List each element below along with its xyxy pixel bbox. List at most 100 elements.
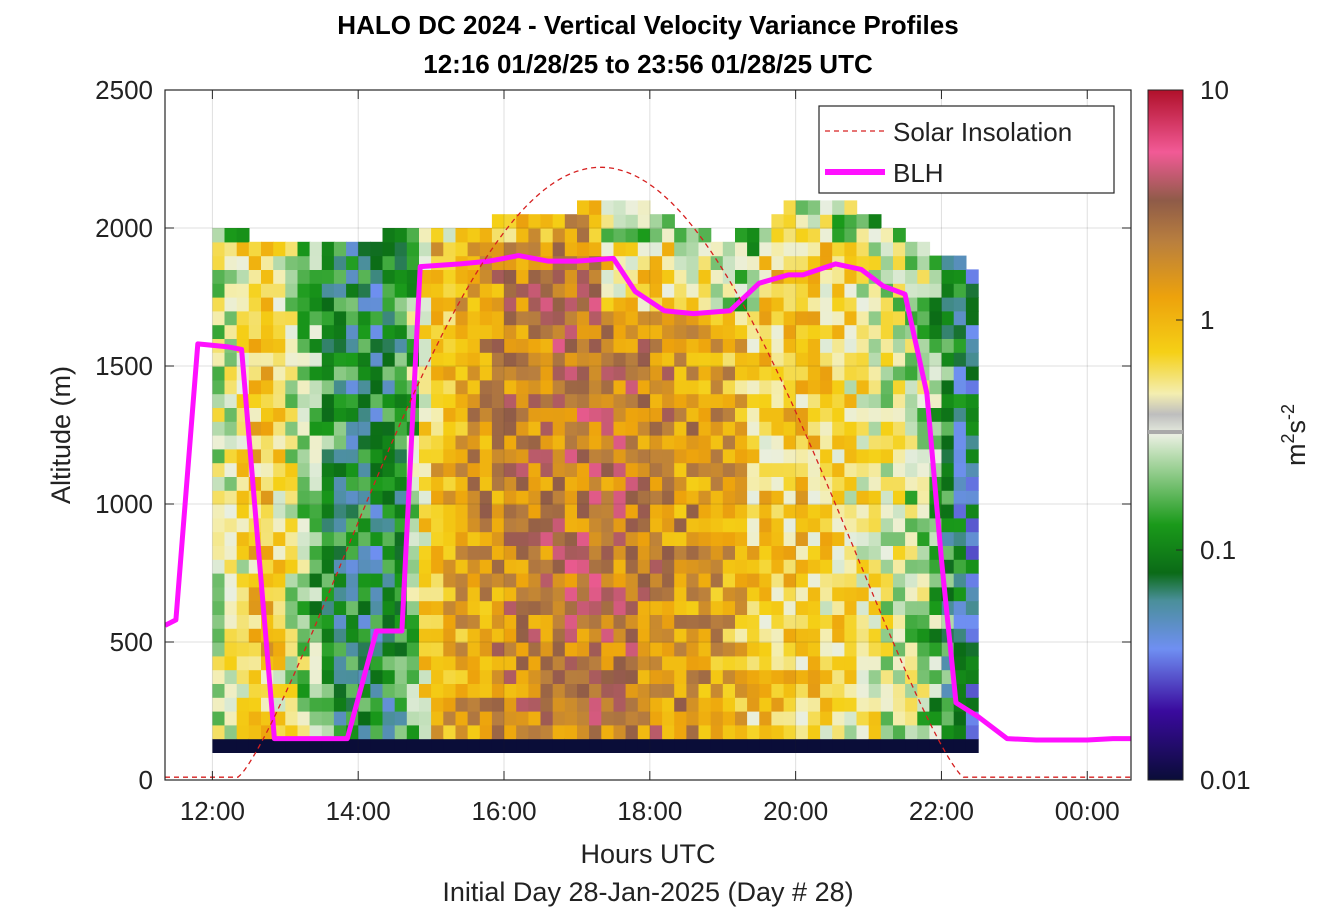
heatmap-cell [710,490,724,505]
heatmap-cell [601,711,615,726]
heatmap-cell [297,504,311,519]
heatmap-cell [419,476,432,491]
heatmap-cell [953,531,967,546]
heatmap-cell [516,586,529,602]
heatmap-cell [224,435,238,450]
heatmap-cell [212,269,226,284]
heatmap-cell [759,614,773,629]
heatmap-cell [346,573,359,588]
heatmap-cell [832,462,845,477]
heatmap-cell [686,600,700,615]
heatmap-cell [601,310,615,326]
heatmap-cell [212,669,226,684]
heatmap-cell [382,711,396,726]
heatmap-cell [953,642,967,657]
heatmap-cell [880,255,894,270]
heatmap-cell [564,655,578,671]
y-axis-label: Altitude (m) [46,366,76,504]
heatmap-cell [929,738,943,753]
heatmap-cell [309,711,323,726]
heatmap-cell [540,738,554,753]
heatmap-cell [370,255,384,270]
heatmap-cell [297,683,311,698]
heatmap-cell [346,338,359,353]
heatmap-cell [285,310,299,326]
heatmap-cell [528,490,542,505]
heatmap-cell [333,324,347,339]
heatmap-cell [795,683,809,698]
heatmap-cell [662,393,675,408]
heatmap-cell [491,545,505,560]
heatmap-cell [273,324,286,339]
heatmap-cell [710,352,724,367]
heatmap-cell [467,310,481,326]
heatmap-cell [443,628,457,643]
heatmap-cell [783,338,797,353]
heatmap-cell [759,655,773,671]
heatmap-cell [783,393,797,408]
heatmap-cell [589,711,602,726]
heatmap-cell [674,517,687,533]
heatmap-cell [807,628,821,643]
heatmap-cell [224,531,238,546]
heatmap-cell [844,448,858,464]
heatmap-cell [965,310,979,326]
heatmap-cell [601,504,615,519]
heatmap-cell [844,297,858,312]
heatmap-cell [929,310,943,326]
heatmap-cell [674,504,687,519]
heatmap-cell [455,407,469,422]
heatmap-cell [674,352,687,367]
heatmap-cell [747,614,760,629]
heatmap-cell [807,297,821,312]
heatmap-cell [431,614,444,629]
heatmap-cell [698,338,712,353]
heatmap-cell [564,310,578,326]
heatmap-cell [333,255,347,270]
heatmap-cell [795,573,809,588]
heatmap-cell [759,393,773,408]
heatmap-cell [722,255,736,270]
heatmap-cell [236,435,250,450]
heatmap-cell [431,669,444,684]
heatmap-cell [540,600,554,615]
heatmap-cell [504,283,517,298]
heatmap-cell [710,269,724,284]
heatmap-cell [674,338,687,353]
heatmap-cell [577,407,590,422]
heatmap-cell [965,338,979,353]
heatmap-cell [965,559,979,574]
heatmap-cell [686,628,700,643]
heatmap-cell [637,573,651,588]
heatmap-cell [382,379,396,395]
heatmap-cell [905,738,918,753]
heatmap-cell [941,421,955,436]
heatmap-cell [358,559,371,574]
heatmap-cell [589,738,602,753]
heatmap-cell [321,393,335,408]
heatmap-cell [601,366,615,381]
heatmap-cell [552,669,566,684]
heatmap-cell [698,462,712,477]
heatmap-cell [795,324,809,339]
heatmap-cell [771,379,785,395]
heatmap-cell [382,545,396,560]
heatmap-cell [491,214,505,229]
heatmap-cell [698,586,712,602]
heatmap-cell [905,655,918,671]
heatmap-cell [601,490,615,505]
heatmap-cell [419,283,432,298]
heatmap-cell [686,352,700,367]
heatmap-cell [759,697,773,712]
heatmap-cell [540,545,554,560]
heatmap-cell [686,393,700,408]
heatmap-cell [589,669,602,684]
heatmap-cell [455,228,469,243]
heatmap-cell [382,407,396,422]
heatmap-cell [686,683,700,698]
heatmap-cell [419,531,432,546]
heatmap-cell [953,517,967,533]
heatmap-cell [783,517,797,533]
heatmap-cell [552,476,566,491]
heatmap-cell [880,421,894,436]
